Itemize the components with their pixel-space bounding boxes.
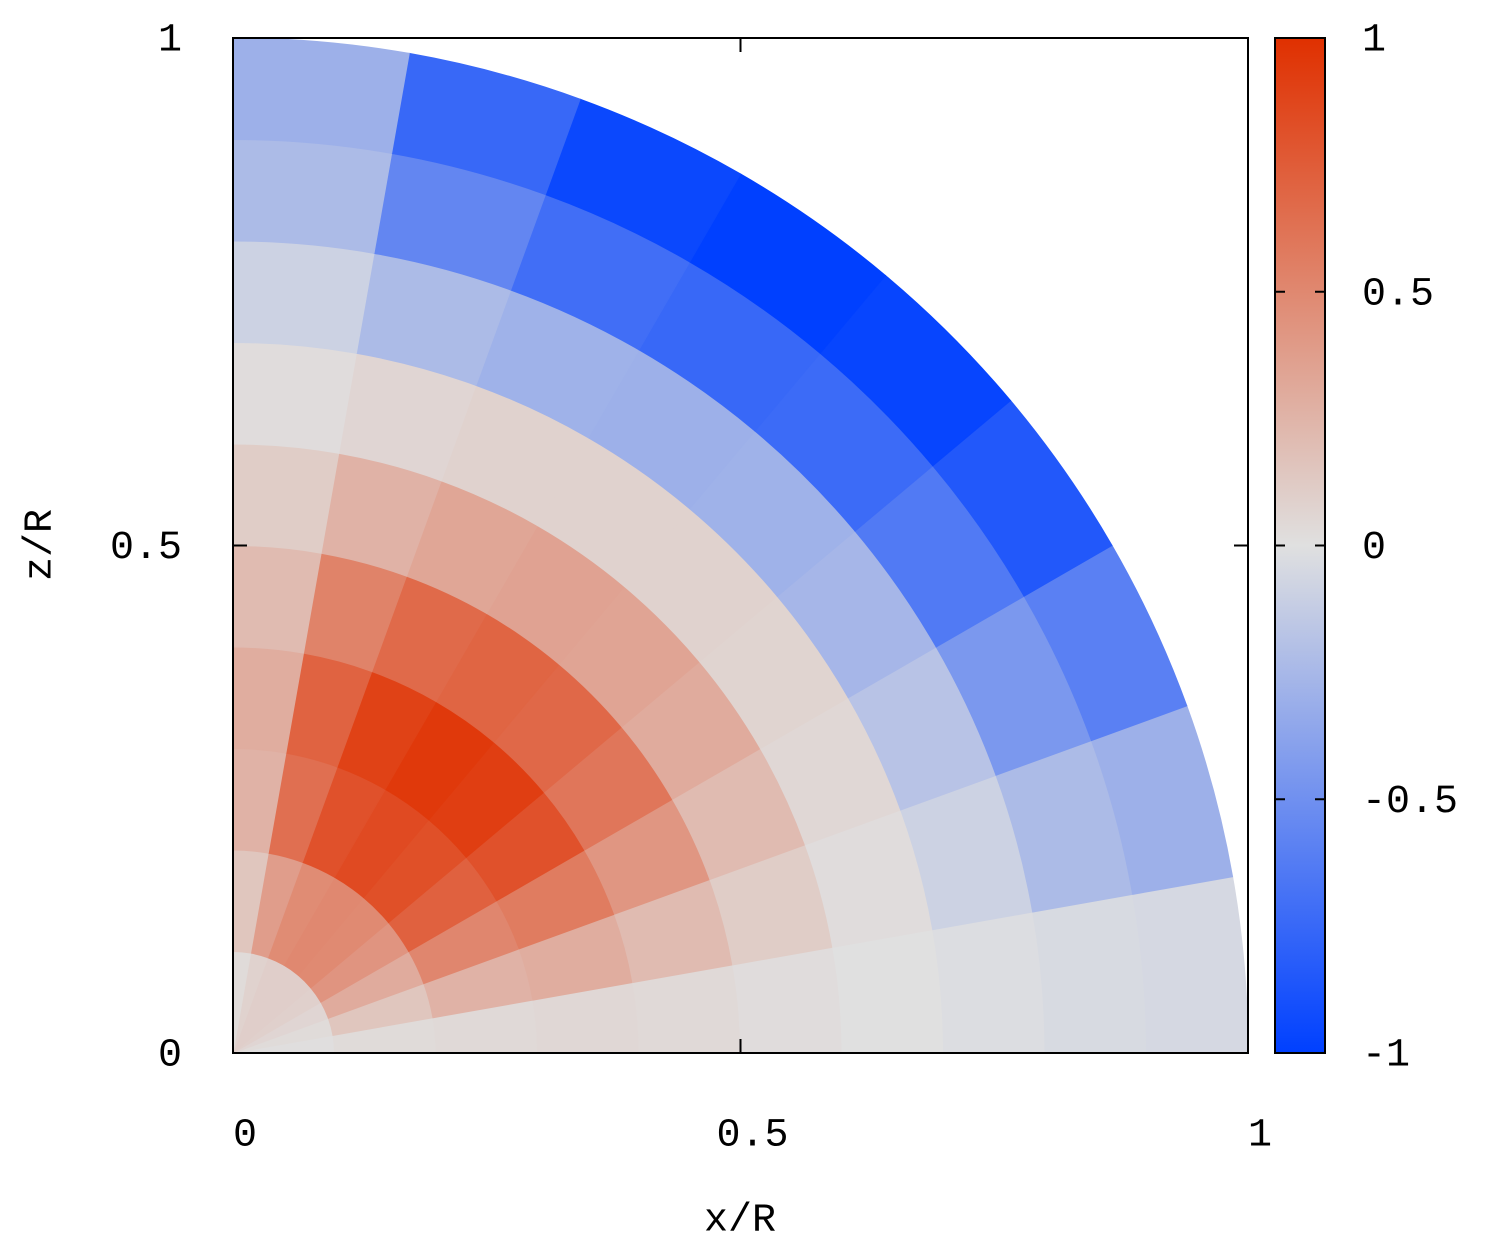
heatmap-cell	[1132, 876, 1249, 1054]
colorbar-tick-label: -1	[1362, 1034, 1410, 1079]
x-axis-label: x/R	[704, 1199, 776, 1244]
heatmap-cell	[1032, 893, 1148, 1054]
colorbar-tick-label: 1	[1362, 19, 1386, 64]
colorbar-tick-label: 0.5	[1362, 272, 1434, 317]
heatmap-cell	[932, 911, 1046, 1054]
heatmap-cell	[232, 138, 393, 254]
y-tick-label: 0	[158, 1034, 182, 1079]
y-axis-label: z/R	[19, 509, 64, 581]
y-tick-label: 0.5	[110, 526, 182, 571]
heatmap-cell	[232, 37, 410, 154]
x-tick-label: 0	[233, 1114, 257, 1159]
x-tick-label: 1	[1248, 1114, 1272, 1159]
heatmap-cell	[232, 341, 357, 454]
heatmap-cell	[232, 443, 340, 554]
colorbar-tick-label: -0.5	[1362, 780, 1458, 825]
colorbar-tick-label: 0	[1362, 526, 1386, 571]
x-tick-label: 0.5	[716, 1114, 788, 1159]
heatmap-cell	[732, 946, 843, 1054]
y-tick-label: 1	[158, 19, 182, 64]
heatmap-cell	[832, 929, 945, 1054]
heatmap-cell	[232, 240, 375, 354]
